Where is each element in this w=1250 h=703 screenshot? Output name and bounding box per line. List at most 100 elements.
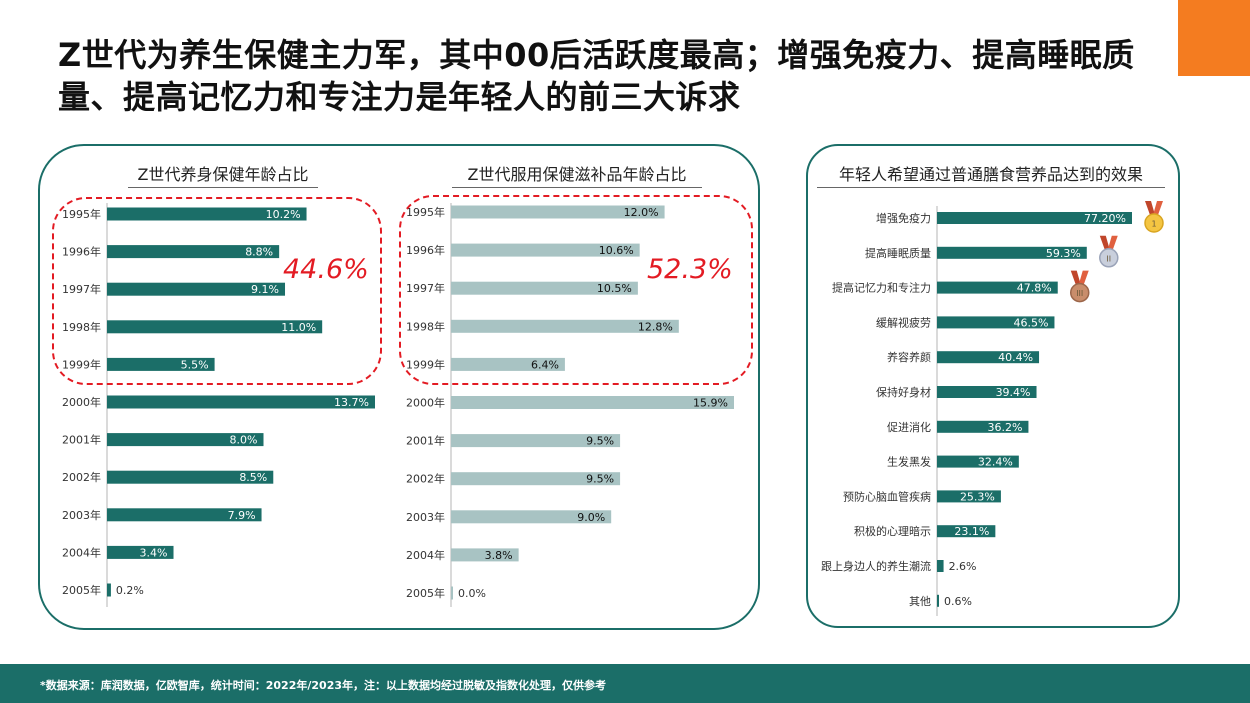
bar [937,212,1132,224]
category-label: 养容养颜 [887,350,931,364]
bar [937,316,1055,329]
page-headline: Z世代为养生保健主力军，其中00后活跃度最高；增强免疫力、提高睡眠质量、提高记忆… [58,36,1135,116]
bar [451,357,565,371]
category-label: 缓解视疲劳 [876,315,931,329]
bar [451,319,679,333]
data-label: 8.5% [239,471,267,484]
data-label: 0.0% [458,587,486,600]
category-label: 预防心脑血管疾病 [843,489,931,503]
bar [107,395,375,409]
bar [451,510,612,524]
highlight-total-health-care: 44.6% [283,254,369,285]
category-label: 2001年 [62,433,101,447]
bar [107,470,274,484]
data-label: 10.5% [597,282,632,295]
category-label: 2004年 [406,548,445,562]
gold-medal-icon: 1 [1144,201,1164,233]
data-label: 8.0% [230,434,258,447]
svg-text:II: II [1106,254,1111,263]
data-label: 40.4% [998,351,1033,364]
category-label: 2001年 [406,434,445,448]
bar [937,525,996,538]
category-label: 促进消化 [887,420,931,434]
data-label: 32.4% [978,456,1013,469]
data-label: 10.6% [599,244,634,257]
highlight-total-supplements: 52.3% [647,254,733,285]
chart-desired-effects: 增强免疫力 77.20% 提高睡眠质量 59.3% 提高记忆力和专注力 47.8% 缓解视疲… [821,201,1164,616]
data-label: 0.2% [116,584,144,597]
bar [937,246,1087,259]
footer-bar: *数据来源：库润数据，亿欧智库，统计时间：2022年/2023年，注：以上数据均… [0,664,1250,703]
data-label: 12.8% [638,320,673,333]
category-label: 跟上身边人的养生潮流 [821,559,931,573]
data-label: 5.5% [181,358,209,371]
category-label: 1997年 [406,281,445,295]
bar [937,560,944,572]
data-label: 10.2% [266,208,301,221]
category-label: 积极的心理暗示 [854,524,931,538]
data-label: 77.20% [1084,212,1126,225]
svg-text:III: III [1076,289,1083,298]
category-label: 2003年 [62,508,101,522]
category-label: 生发黑发 [887,455,931,469]
chart-supplements-by-birth-year: 1995年 12.0% 1996年 10.6% 1997年 10.5% 1998年 12.8%… [406,203,734,607]
bar [107,433,264,447]
data-label: 2.6% [949,560,977,573]
category-label: 其他 [909,595,931,608]
bar [451,548,519,562]
chart-title-health-care: Z世代养身保健年龄占比 [128,161,318,188]
data-label: 47.8% [1017,282,1052,295]
bar [451,205,665,219]
category-label: 2002年 [406,472,445,486]
category-label: 1998年 [62,320,101,334]
category-label: 2005年 [62,583,101,597]
category-label: 增强免疫力 [876,211,931,225]
data-label: 15.9% [693,397,728,410]
chart-title-supplements: Z世代服用保健滋补品年龄占比 [452,161,702,188]
data-label: 9.5% [586,473,614,486]
category-label: 1996年 [406,243,445,257]
footer-source-note: *数据来源：库润数据，亿欧智库，统计时间：2022年/2023年，注：以上数据均… [40,679,606,692]
category-label: 保持好身材 [876,385,931,399]
category-label: 提高记忆力和专注力 [832,281,931,295]
bar [937,594,939,607]
bar [107,282,286,296]
corner-accent [1178,0,1250,76]
data-label: 13.7% [334,396,369,409]
bar [451,472,621,486]
bar [107,583,111,597]
category-label: 2004年 [62,545,101,559]
data-label: 11.0% [281,321,316,334]
category-label: 2005年 [406,586,445,600]
category-label: 1999年 [406,357,445,371]
data-label: 6.4% [531,358,559,371]
category-label: 2003年 [406,510,445,524]
data-label: 0.6% [944,595,972,608]
bar [451,243,640,257]
data-label: 12.0% [624,206,659,219]
data-label: 36.2% [987,421,1022,434]
data-label: 25.3% [960,490,995,503]
bar [107,320,323,334]
data-label: 9.0% [577,511,605,524]
bar [451,434,621,448]
chart-title-effects: 年轻人希望通过普通膳食营养品达到的效果 [817,161,1165,188]
data-label: 46.5% [1014,316,1049,329]
bar [937,386,1037,398]
data-label: 8.8% [245,246,273,259]
category-label: 1995年 [406,205,445,219]
data-label: 3.8% [485,549,513,562]
data-label: 23.1% [954,525,989,538]
silver-medal-icon: II [1099,235,1119,268]
bronze-medal-icon: III [1069,270,1090,303]
chart-health-care-by-birth-year: 1995年 10.2% 1996年 8.8% 1997年 9.1% 1998年 11.0% 19… [62,203,375,607]
bar [937,490,1001,503]
bar [451,586,453,600]
svg-text:1: 1 [1151,220,1156,229]
data-label: 59.3% [1046,247,1081,260]
data-label: 9.5% [586,435,614,448]
category-label: 1997年 [62,282,101,296]
bar [937,455,1019,468]
data-label: 39.4% [996,386,1031,399]
data-label: 7.9% [228,509,256,522]
